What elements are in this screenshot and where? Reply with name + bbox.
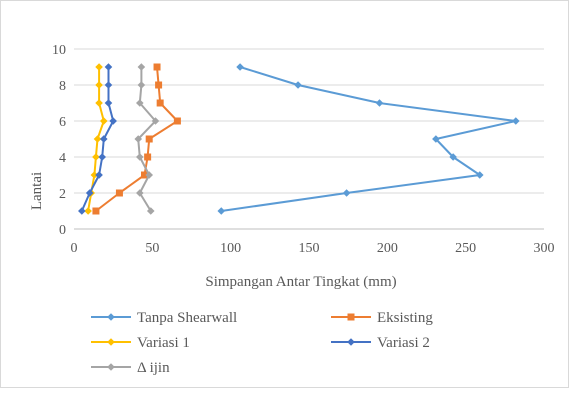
- data-point: [136, 189, 144, 197]
- data-point: [98, 153, 106, 161]
- data-point: [109, 117, 117, 125]
- data-point: [294, 81, 302, 89]
- data-point: [99, 117, 108, 125]
- series-0: [217, 63, 520, 215]
- legend-label: Tanpa Shearwall: [137, 310, 237, 326]
- data-point: [104, 99, 113, 107]
- data-point: [84, 207, 92, 215]
- legend-swatch-marker: [347, 313, 355, 321]
- data-point: [90, 171, 99, 179]
- data-point: [95, 171, 103, 179]
- legend-item-0: Tanpa Shearwall: [91, 310, 237, 326]
- data-point: [92, 207, 100, 215]
- data-point: [217, 207, 226, 215]
- y-tick-label: 10: [52, 43, 66, 58]
- data-point: [236, 63, 244, 71]
- data-point: [449, 153, 457, 161]
- data-point: [156, 99, 164, 107]
- legend-item-1: Eksisting: [331, 310, 433, 326]
- x-tick-label: 150: [299, 241, 320, 256]
- y-tick-label: 4: [59, 151, 66, 166]
- legend-item-4: Δ ijin: [91, 360, 170, 376]
- data-point: [173, 117, 181, 125]
- legend-swatch-marker: [107, 338, 115, 346]
- legend-label: Variasi 2: [377, 335, 430, 351]
- series-3: [78, 63, 117, 215]
- data-point: [512, 117, 520, 125]
- data-point: [99, 135, 108, 143]
- x-tick-label: 300: [534, 241, 555, 256]
- data-point: [95, 63, 103, 71]
- plot-series: [78, 63, 520, 215]
- y-axis-title: Lantai: [29, 172, 45, 210]
- data-point: [145, 135, 153, 143]
- data-point: [134, 135, 143, 143]
- series-line-0: [221, 66, 517, 212]
- series-4: [134, 63, 160, 215]
- x-tick-label: 200: [377, 241, 398, 256]
- data-point: [153, 63, 161, 71]
- y-tick-label: 0: [59, 223, 66, 238]
- data-point: [151, 117, 160, 125]
- legend-item-3: Variasi 2: [331, 335, 430, 351]
- x-axis-title: Simpangan Antar Tingkat (mm): [205, 274, 396, 290]
- x-tick-label: 50: [145, 241, 159, 256]
- x-tick-label: 100: [220, 241, 241, 256]
- data-point: [93, 135, 102, 143]
- data-point: [136, 99, 144, 107]
- x-tick-label: 250: [455, 241, 476, 256]
- legend-swatch-marker: [347, 338, 355, 346]
- data-point: [342, 189, 351, 197]
- series-1: [92, 63, 181, 215]
- data-point: [85, 189, 94, 197]
- data-point: [95, 99, 103, 107]
- y-tick-label: 6: [59, 115, 66, 130]
- data-point: [78, 207, 86, 215]
- data-point: [115, 189, 123, 197]
- x-tick-label: 0: [71, 241, 78, 256]
- data-point: [136, 153, 144, 161]
- data-point: [155, 81, 163, 89]
- legend-swatch-marker: [107, 363, 115, 371]
- y-tick-label: 8: [59, 79, 66, 94]
- legend-item-2: Variasi 1: [91, 335, 190, 351]
- data-point: [145, 171, 153, 179]
- data-point: [95, 81, 103, 89]
- data-point: [104, 81, 113, 89]
- data-point: [475, 171, 484, 179]
- data-point: [375, 99, 384, 107]
- legend-swatch-marker: [107, 313, 115, 321]
- data-point: [432, 135, 440, 143]
- data-point: [144, 153, 152, 161]
- y-tick-label: 2: [59, 187, 66, 202]
- legend-label: Variasi 1: [137, 335, 190, 351]
- data-point: [141, 171, 148, 179]
- data-point: [137, 81, 146, 89]
- data-point: [104, 63, 113, 71]
- data-point: [137, 63, 146, 71]
- data-point: [92, 153, 100, 161]
- legend: Tanpa Shearwall Eksisting Variasi 1 Variasi…: [91, 310, 433, 376]
- data-point: [146, 207, 155, 215]
- legend-label: Δ ijin: [137, 360, 170, 376]
- legend-label: Eksisting: [377, 310, 433, 326]
